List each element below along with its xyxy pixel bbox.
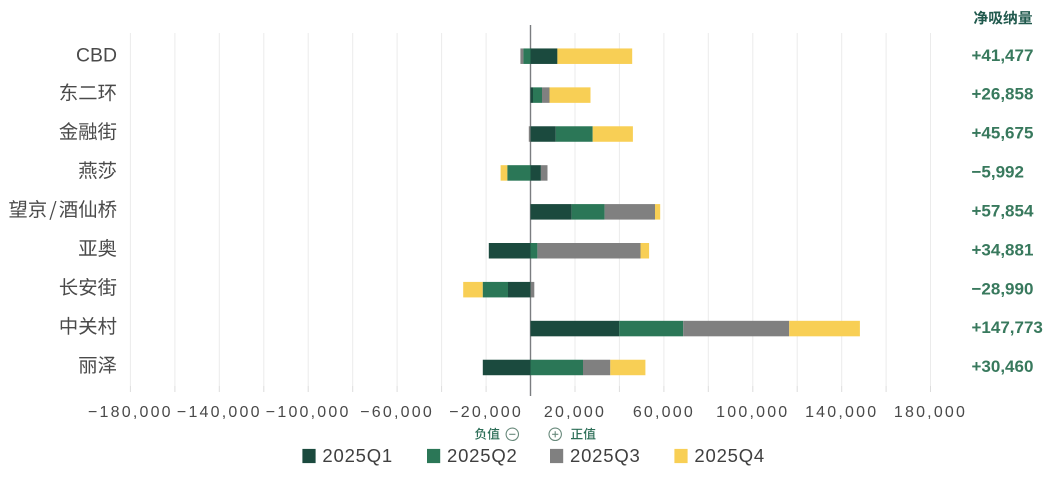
svg-text:−20,000: −20,000	[449, 404, 523, 421]
svg-text:−28,990: −28,990	[972, 279, 1034, 298]
svg-text:+57,854: +57,854	[972, 201, 1034, 220]
svg-text:+26,858: +26,858	[972, 85, 1034, 104]
svg-text:2025Q4: 2025Q4	[694, 445, 765, 466]
svg-text:+30,460: +30,460	[972, 357, 1034, 376]
svg-text:60,000: 60,000	[633, 404, 695, 421]
svg-text:2025Q3: 2025Q3	[570, 445, 641, 466]
svg-text:+34,881: +34,881	[972, 240, 1034, 259]
svg-text:+45,675: +45,675	[972, 124, 1034, 143]
svg-text:CBD: CBD	[76, 44, 117, 66]
svg-text:+147,773: +147,773	[972, 318, 1043, 337]
svg-text:2025Q2: 2025Q2	[447, 445, 518, 466]
svg-text:20,000: 20,000	[544, 404, 606, 421]
svg-text:−100,000: −100,000	[266, 404, 351, 421]
svg-text:140,000: 140,000	[805, 404, 878, 421]
svg-text:−140,000: −140,000	[177, 404, 262, 421]
svg-text:−60,000: −60,000	[360, 404, 434, 421]
svg-text:+41,477: +41,477	[972, 46, 1034, 65]
svg-text:2025Q1: 2025Q1	[322, 445, 393, 466]
svg-text:−180,000: −180,000	[88, 404, 173, 421]
svg-text:−5,992: −5,992	[972, 163, 1024, 182]
svg-text:180,000: 180,000	[894, 404, 967, 421]
svg-text:100,000: 100,000	[716, 404, 789, 421]
